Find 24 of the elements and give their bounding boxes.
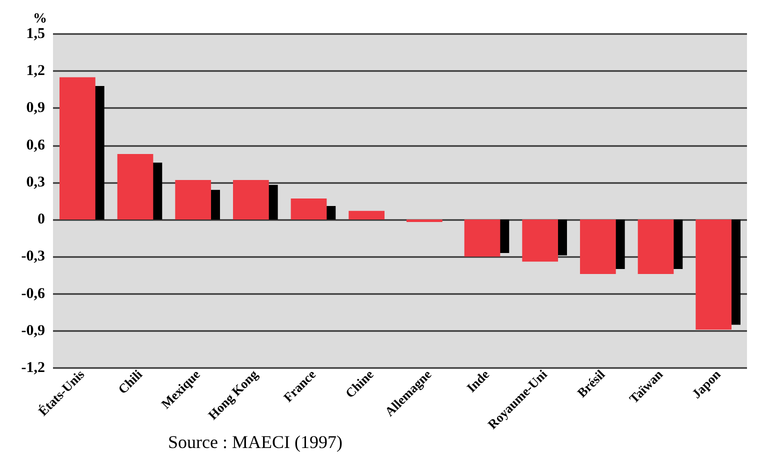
y-tick-label: 0,3 <box>26 174 45 190</box>
y-axis-title: % <box>33 12 47 26</box>
bar <box>638 220 674 274</box>
y-tick-label: 0,6 <box>26 137 46 154</box>
y-tick-label: -0,9 <box>21 322 45 339</box>
y-tick-label: -0,3 <box>21 248 45 265</box>
bar <box>290 198 327 220</box>
x-tick-label: Inde <box>464 366 492 396</box>
bar <box>580 220 616 274</box>
bar <box>348 210 385 220</box>
y-tick-label: 1,2 <box>26 63 45 80</box>
bar <box>60 77 96 220</box>
bar <box>696 220 732 330</box>
y-tick-label: -0,6 <box>21 286 46 302</box>
bar <box>406 220 442 222</box>
source-note: Source : MAECI (1997) <box>168 432 342 452</box>
bar <box>175 180 212 220</box>
y-tick-label: 0,9 <box>26 100 45 116</box>
y-tick-label: 0 <box>38 212 45 228</box>
bar <box>117 154 154 220</box>
y-tick-label: 1,5 <box>26 26 45 42</box>
bar <box>464 220 500 257</box>
bar <box>522 220 558 262</box>
bar <box>233 180 269 220</box>
